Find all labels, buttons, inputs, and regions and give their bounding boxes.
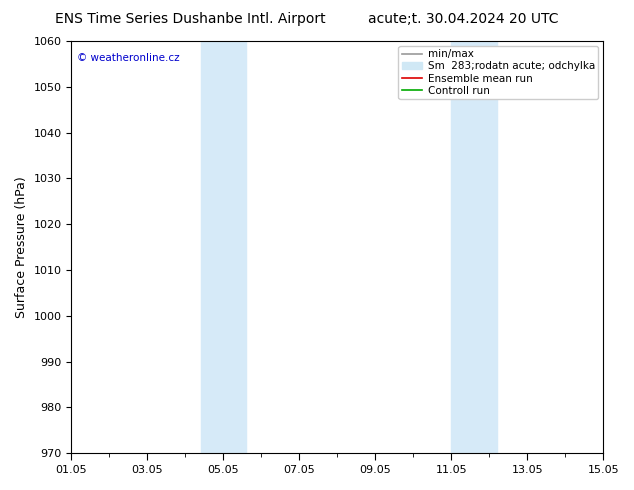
Text: acute;t. 30.04.2024 20 UTC: acute;t. 30.04.2024 20 UTC	[368, 12, 558, 26]
Y-axis label: Surface Pressure (hPa): Surface Pressure (hPa)	[15, 176, 28, 318]
Bar	[451, 41, 497, 453]
Text: © weatheronline.cz: © weatheronline.cz	[77, 53, 179, 63]
Text: ENS Time Series Dushanbe Intl. Airport: ENS Time Series Dushanbe Intl. Airport	[55, 12, 325, 26]
Legend: min/max, Sm  283;rodatn acute; odchylka, Ensemble mean run, Controll run: min/max, Sm 283;rodatn acute; odchylka, …	[398, 46, 598, 99]
Bar	[200, 41, 246, 453]
